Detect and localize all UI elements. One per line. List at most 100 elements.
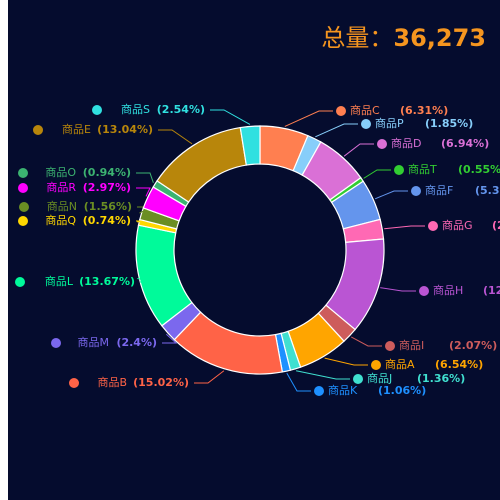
legend-dot bbox=[33, 125, 43, 135]
slice-label: 商品S (2.54%) bbox=[92, 102, 205, 116]
label-name: 商品F bbox=[425, 183, 453, 197]
slice-label: 商品Q (0.74%) bbox=[18, 213, 131, 227]
label-name: 商品S bbox=[121, 102, 150, 116]
label-percent: (2.55 bbox=[492, 219, 500, 232]
label-name: 商品I bbox=[399, 338, 424, 352]
legend-dot bbox=[69, 378, 79, 388]
label-name: 商品J bbox=[367, 371, 392, 385]
slice-label: 商品F (5.38%) bbox=[411, 183, 500, 197]
slice-label: 商品B (15.02%) bbox=[69, 375, 189, 389]
leader-line bbox=[158, 129, 193, 145]
label-percent: (0.74%) bbox=[83, 214, 131, 227]
legend-dot bbox=[92, 105, 102, 115]
slice-label: 商品E (13.04%) bbox=[33, 122, 153, 136]
slice-label: 商品N (1.56%) bbox=[19, 199, 132, 213]
slice-label: 商品O (0.94%) bbox=[18, 165, 131, 179]
legend-dot bbox=[377, 139, 387, 149]
slice-label: 商品L (13.67%) bbox=[15, 274, 135, 288]
slice-label: 商品R (2.97%) bbox=[18, 180, 131, 194]
label-percent: (1.06%) bbox=[378, 384, 426, 397]
leader-line bbox=[162, 333, 178, 344]
legend-dot bbox=[15, 277, 25, 287]
donut-chart: 商品C (6.31%)商品P (1.85%) 商品D (6.94%) 商品T (0.55%)… bbox=[15, 102, 500, 397]
legend-dot bbox=[18, 183, 28, 193]
total-value: 36,273 bbox=[393, 24, 486, 52]
label-name: 商品O bbox=[45, 165, 76, 179]
slice-label: 商品J (1.36%) bbox=[353, 371, 465, 385]
label-percent: (1.36%) bbox=[417, 372, 465, 385]
legend-dot bbox=[394, 165, 404, 175]
slice-label: 商品C (6.31%) bbox=[336, 103, 448, 117]
slice-label: 商品K (1.06%) bbox=[314, 383, 426, 397]
legend-dot bbox=[336, 106, 346, 116]
leader-line bbox=[284, 110, 333, 127]
label-percent: (1.85%) bbox=[425, 117, 473, 130]
leader-line bbox=[136, 172, 154, 183]
leader-line bbox=[363, 169, 391, 179]
legend-dot bbox=[385, 341, 395, 351]
slice-label: 商品M (2.4%) bbox=[51, 335, 157, 349]
legend-dot bbox=[51, 338, 61, 348]
leader-line bbox=[137, 277, 155, 283]
label-name: 商品P bbox=[375, 116, 404, 130]
label-name: 商品C bbox=[350, 103, 380, 117]
label-percent: (13.04%) bbox=[97, 123, 153, 136]
label-name: 商品L bbox=[45, 274, 74, 288]
leader-line bbox=[315, 123, 358, 138]
leader-line bbox=[374, 190, 408, 200]
slice-label: 商品T (0.55%) bbox=[394, 162, 500, 176]
leader-line bbox=[350, 336, 382, 347]
leader-line bbox=[296, 370, 350, 380]
leader-line bbox=[194, 370, 225, 384]
leader-line bbox=[136, 187, 151, 197]
label-percent: (2.97%) bbox=[83, 181, 131, 194]
label-percent: (6.31%) bbox=[400, 104, 448, 117]
leader-line bbox=[380, 287, 416, 292]
slice-label: 商品A (6.54%) bbox=[371, 357, 483, 371]
legend-dot bbox=[361, 119, 371, 129]
total-label: 总量： bbox=[321, 24, 394, 52]
label-name: 商品E bbox=[62, 122, 91, 136]
leader-line bbox=[343, 143, 374, 157]
label-percent: (13.67%) bbox=[79, 275, 135, 288]
legend-dot bbox=[411, 186, 421, 196]
label-name: 商品M bbox=[78, 335, 110, 349]
total-title: 总量：36,273 bbox=[321, 18, 486, 53]
legend-dot bbox=[419, 286, 429, 296]
label-name: 商品R bbox=[46, 180, 76, 194]
slice-商品S[interactable] bbox=[239, 125, 261, 166]
label-percent: (2.07%) bbox=[449, 339, 497, 352]
label-name: 商品Q bbox=[45, 213, 76, 227]
label-name: 商品T bbox=[408, 162, 437, 176]
legend-dot bbox=[428, 221, 438, 231]
leader-line bbox=[210, 109, 251, 125]
slice-label: 商品D (6.94%) bbox=[377, 136, 489, 150]
slice-label: 商品H (12.5 bbox=[419, 283, 500, 297]
label-percent: (12.5 bbox=[483, 284, 500, 297]
label-percent: (2.4%) bbox=[116, 336, 157, 349]
label-percent: (2.54%) bbox=[157, 103, 205, 116]
legend-dot bbox=[18, 168, 28, 178]
label-percent: (0.94%) bbox=[83, 166, 131, 179]
label-percent: (6.94%) bbox=[441, 137, 489, 150]
label-percent: (5.38%) bbox=[475, 184, 500, 197]
label-percent: (1.56%) bbox=[84, 200, 132, 213]
label-name: 商品K bbox=[328, 383, 358, 397]
slice-label: 商品G (2.55 bbox=[428, 218, 500, 232]
label-percent: (6.54%) bbox=[435, 358, 483, 371]
label-name: 商品B bbox=[97, 375, 127, 389]
label-name: 商品N bbox=[47, 199, 77, 213]
slice-label: 商品P (1.85%) bbox=[361, 116, 473, 130]
slice-label: 商品I (2.07%) bbox=[385, 338, 497, 352]
label-percent: (0.55%) bbox=[458, 163, 500, 176]
leader-line bbox=[384, 225, 425, 230]
leader-line bbox=[324, 357, 368, 366]
legend-dot bbox=[314, 386, 324, 396]
label-name: 商品G bbox=[442, 218, 473, 232]
legend-dot bbox=[19, 202, 29, 212]
leader-line bbox=[286, 372, 311, 392]
label-name: 商品D bbox=[391, 136, 421, 150]
label-name: 商品H bbox=[433, 283, 463, 297]
legend-dot bbox=[353, 374, 363, 384]
label-name: 商品A bbox=[385, 357, 415, 371]
